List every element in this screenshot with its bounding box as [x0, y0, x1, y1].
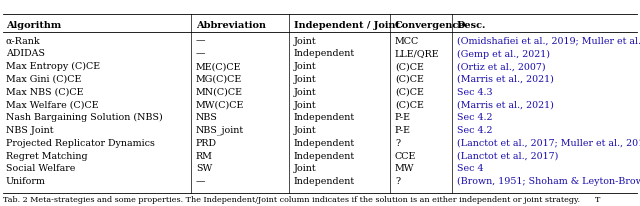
- Text: Abbreviation: Abbreviation: [196, 21, 266, 30]
- Text: Regret Matching: Regret Matching: [6, 152, 88, 161]
- Text: ADIDAS: ADIDAS: [6, 49, 45, 59]
- Text: α-Rank: α-Rank: [6, 37, 40, 46]
- Text: Desc.: Desc.: [457, 21, 486, 30]
- Text: (Ortiz et al., 2007): (Ortiz et al., 2007): [457, 62, 545, 71]
- Text: ME(C)CE: ME(C)CE: [196, 62, 241, 71]
- Text: (Marris et al., 2021): (Marris et al., 2021): [457, 101, 554, 110]
- Text: Joint: Joint: [294, 164, 316, 173]
- Text: Joint: Joint: [294, 126, 316, 135]
- Text: Sec 4.2: Sec 4.2: [457, 113, 492, 122]
- Text: Convergence: Convergence: [395, 21, 465, 30]
- Text: NBS: NBS: [196, 113, 218, 122]
- Text: Independent: Independent: [294, 139, 355, 148]
- Text: Tab. 2 Meta-strategies and some properties. The Independent/Joint column indicat: Tab. 2 Meta-strategies and some properti…: [3, 196, 600, 204]
- Text: Social Welfare: Social Welfare: [6, 164, 75, 173]
- Text: Independent: Independent: [294, 49, 355, 59]
- Text: MN(C)CE: MN(C)CE: [196, 88, 243, 97]
- Text: Independent: Independent: [294, 113, 355, 122]
- Text: Independent: Independent: [294, 177, 355, 186]
- Text: MG(C)CE: MG(C)CE: [196, 75, 242, 84]
- Text: (C)CE: (C)CE: [395, 101, 424, 110]
- Text: Sec 4.2: Sec 4.2: [457, 126, 492, 135]
- Text: LLE/QRE: LLE/QRE: [395, 49, 440, 59]
- Text: MW(C)CE: MW(C)CE: [196, 101, 244, 110]
- Text: (Lanctot et al., 2017; Muller et al., 2019): (Lanctot et al., 2017; Muller et al., 20…: [457, 139, 640, 148]
- Text: MW: MW: [395, 164, 414, 173]
- Text: NBS_joint: NBS_joint: [196, 126, 244, 136]
- Text: SW: SW: [196, 164, 212, 173]
- Text: (C)CE: (C)CE: [395, 75, 424, 84]
- Text: Max Welfare (C)CE: Max Welfare (C)CE: [6, 101, 99, 110]
- Text: (C)CE: (C)CE: [395, 62, 424, 71]
- Text: Joint: Joint: [294, 101, 316, 110]
- Text: —: —: [196, 49, 205, 59]
- Text: RM: RM: [196, 152, 212, 161]
- Text: Max NBS (C)CE: Max NBS (C)CE: [6, 88, 83, 97]
- Text: Joint: Joint: [294, 88, 316, 97]
- Text: (Omidshafiei et al., 2019; Muller et al., 2019): (Omidshafiei et al., 2019; Muller et al.…: [457, 37, 640, 46]
- Text: Joint: Joint: [294, 75, 316, 84]
- Text: (Lanctot et al., 2017): (Lanctot et al., 2017): [457, 152, 558, 161]
- Text: P-E: P-E: [395, 113, 411, 122]
- Text: NBS Joint: NBS Joint: [6, 126, 53, 135]
- Text: P-E: P-E: [395, 126, 411, 135]
- Text: Nash Bargaining Solution (NBS): Nash Bargaining Solution (NBS): [6, 113, 163, 122]
- Text: (Brown, 1951; Shoham & Leyton-Brown, 2009): (Brown, 1951; Shoham & Leyton-Brown, 200…: [457, 177, 640, 186]
- Text: PRD: PRD: [196, 139, 217, 148]
- Text: —: —: [196, 177, 205, 186]
- Text: Uniform: Uniform: [6, 177, 45, 186]
- Text: (Gemp et al., 2021): (Gemp et al., 2021): [457, 49, 550, 59]
- Text: Max Entropy (C)CE: Max Entropy (C)CE: [6, 62, 100, 71]
- Text: Sec 4: Sec 4: [457, 164, 483, 173]
- Text: Algorithm: Algorithm: [6, 21, 61, 30]
- Text: —: —: [196, 37, 205, 46]
- Text: Independent: Independent: [294, 152, 355, 161]
- Text: Independent / Joint: Independent / Joint: [294, 21, 400, 30]
- Text: Joint: Joint: [294, 37, 316, 46]
- Text: Sec 4.3: Sec 4.3: [457, 88, 493, 97]
- Text: Max Gini (C)CE: Max Gini (C)CE: [6, 75, 81, 84]
- Text: (Marris et al., 2021): (Marris et al., 2021): [457, 75, 554, 84]
- Text: MCC: MCC: [395, 37, 419, 46]
- Text: Projected Replicator Dynamics: Projected Replicator Dynamics: [6, 139, 155, 148]
- Text: (C)CE: (C)CE: [395, 88, 424, 97]
- Text: ?: ?: [395, 139, 400, 148]
- Text: Joint: Joint: [294, 62, 316, 71]
- Text: CCE: CCE: [395, 152, 416, 161]
- Text: ?: ?: [395, 177, 400, 186]
